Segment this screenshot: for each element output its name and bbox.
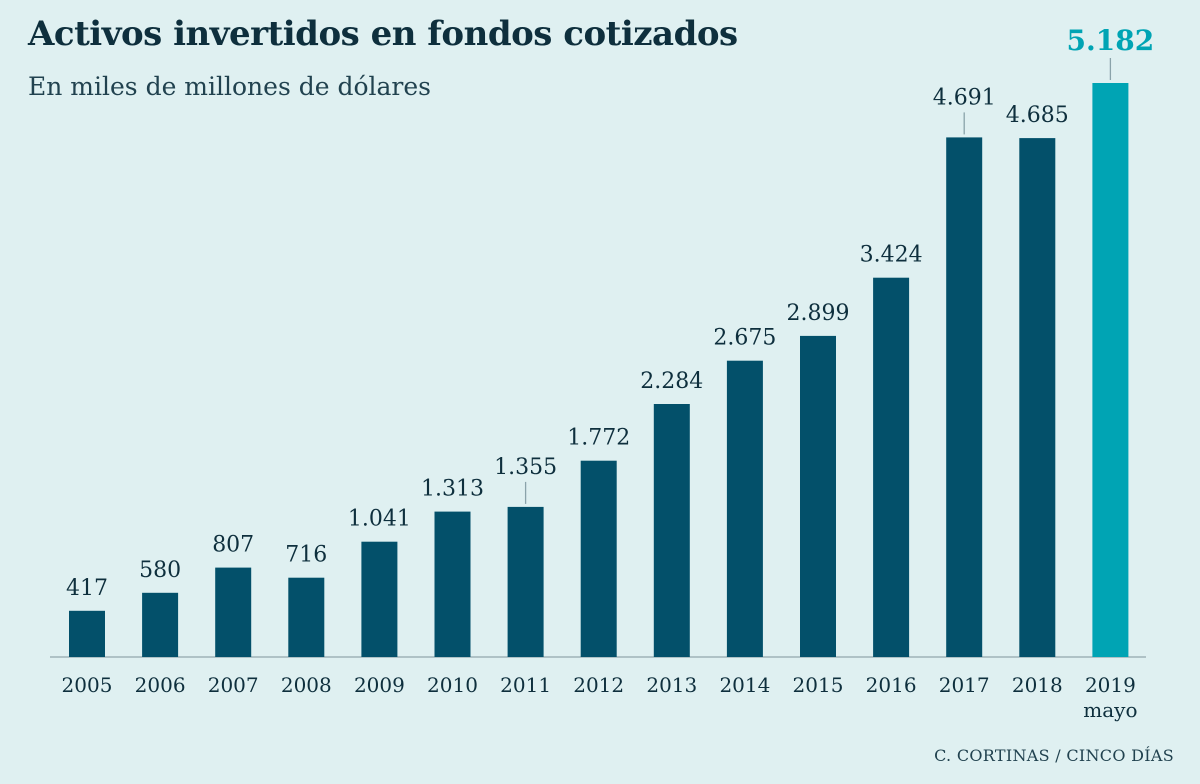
x-tick-sublabel-2019: mayo [1083, 698, 1137, 722]
value-label-2015: 2.899 [787, 301, 850, 326]
bar-2005 [69, 610, 105, 657]
chart-title: Activos invertidos en fondos cotizados [28, 14, 738, 54]
x-tick-label-2008: 2008 [281, 673, 332, 697]
value-label-2012: 1.772 [567, 426, 630, 451]
bar-2011 [507, 506, 544, 657]
value-label-2005: 417 [66, 576, 108, 601]
x-tick-label-2017: 2017 [939, 673, 990, 697]
bar-2013 [653, 404, 690, 657]
bars-group [69, 83, 1129, 658]
value-label-2010: 1.313 [421, 477, 484, 502]
leader-lines-group [524, 58, 1112, 504]
value-label-2014: 2.675 [713, 326, 776, 351]
value-label-2013: 2.284 [640, 369, 703, 394]
source-credit: C. CORTINAS / CINCO DÍAS [934, 746, 1174, 765]
x-tick-label-2019: 2019 [1085, 673, 1136, 697]
x-tick-label-2015: 2015 [793, 673, 844, 697]
bar-2009 [361, 541, 398, 657]
x-tick-label-2011: 2011 [500, 673, 551, 697]
bar-2015 [800, 335, 836, 657]
x-tick-label-2013: 2013 [646, 673, 697, 697]
bar-2007 [215, 567, 252, 657]
x-tick-label-2014: 2014 [719, 673, 770, 697]
x-tick-label-2005: 2005 [62, 673, 113, 697]
value-label-2019: 5.182 [1067, 24, 1155, 57]
x-tick-label-2018: 2018 [1012, 673, 1063, 697]
value-label-2011: 1.355 [494, 455, 557, 480]
chart-subtitle: En miles de millones de dólares [28, 72, 432, 101]
value-label-2008: 716 [285, 543, 327, 568]
bar-2012 [580, 460, 617, 657]
bar-2019 [1092, 83, 1129, 657]
x-tick-label-2016: 2016 [866, 673, 917, 697]
x-tick-label-2009: 2009 [354, 673, 405, 697]
bar-2014 [726, 360, 763, 657]
bar-2016 [873, 277, 910, 657]
bar-2018 [1019, 138, 1056, 658]
value-label-2016: 3.424 [860, 243, 923, 268]
value-labels-group: 417 580 807 716 1.041 1.313 1.355 1.772 2.284 2.6… [66, 24, 1154, 601]
bar-2017 [946, 137, 983, 657]
value-label-2007: 807 [212, 533, 254, 558]
value-label-2009: 1.041 [348, 507, 411, 532]
x-tick-label-2010: 2010 [427, 673, 478, 697]
x-tick-label-2007: 2007 [208, 673, 259, 697]
x-tick-label-2012: 2012 [573, 673, 624, 697]
bar-2010 [434, 511, 471, 657]
x-tick-label-2006: 2006 [135, 673, 186, 697]
value-label-2018: 4.685 [1006, 103, 1069, 128]
value-label-2017: 4.691 [933, 85, 996, 110]
bar-2008 [288, 577, 325, 657]
value-label-2006: 580 [139, 558, 181, 583]
x-tick-labels-group: 2005 2006 2007 2008 2009 2010 2011 2012 2013 2014… [62, 673, 1138, 722]
bar-2006 [142, 592, 179, 657]
